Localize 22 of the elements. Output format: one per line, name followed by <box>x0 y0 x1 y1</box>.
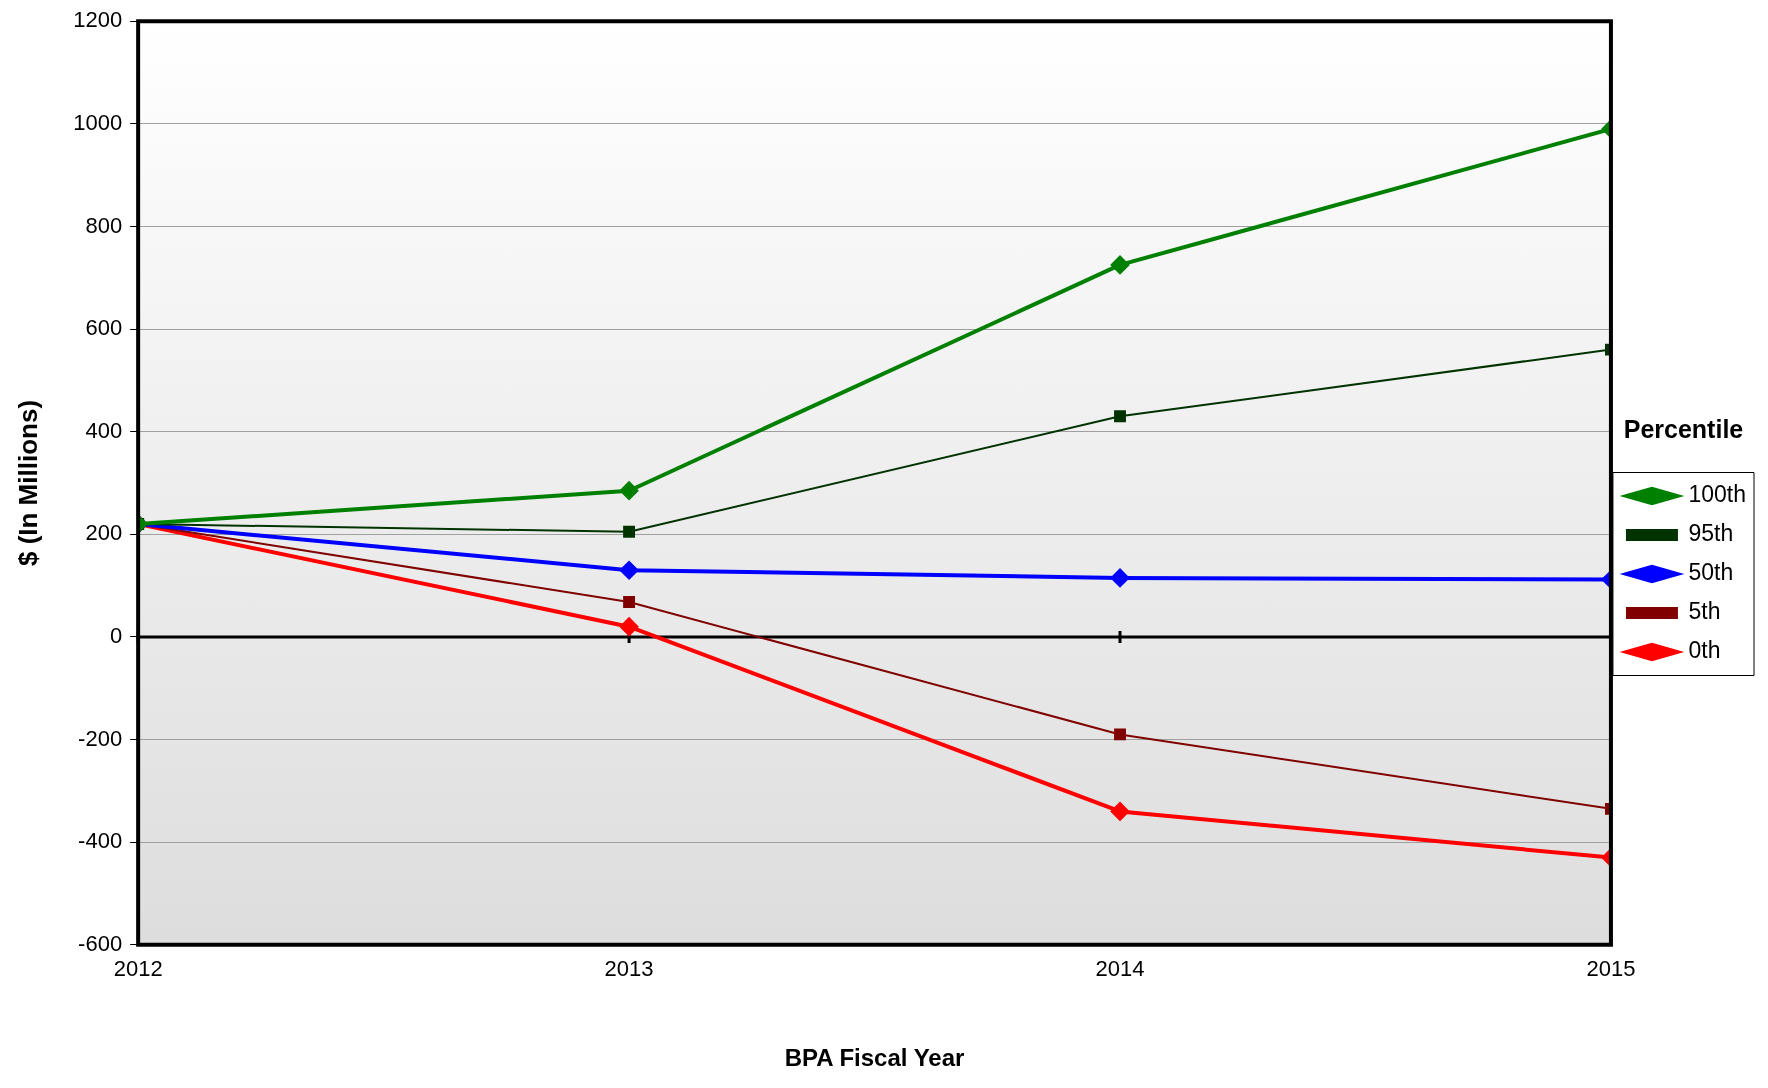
x-tick-label: 2013 <box>604 956 654 982</box>
y-tick-label: 0 <box>109 623 123 648</box>
legend-label: 50th <box>1688 559 1734 586</box>
y-axis-title: $ (In Millions) <box>12 399 43 567</box>
y-tick-label: 400 <box>85 417 123 443</box>
x-tick-label: 2015 <box>1586 956 1636 982</box>
legend-label: 0th <box>1688 637 1721 664</box>
legend-label: 95th <box>1688 520 1734 547</box>
legend-title: Percentile <box>1623 414 1744 443</box>
y-tick-label: 600 <box>85 315 123 341</box>
x-tick-label: 2014 <box>1095 956 1145 982</box>
x-axis-title: BPA Fiscal Year <box>784 1044 965 1072</box>
legend-label: 100th <box>1688 481 1747 508</box>
y-tick-label: -400 <box>78 828 123 854</box>
x-tick-label: 2012 <box>113 956 163 982</box>
y-tick-label: -200 <box>78 725 123 751</box>
y-tick-label: -600 <box>78 930 123 956</box>
y-tick-label: 1200 <box>73 7 123 33</box>
y-tick-label: 1000 <box>73 109 123 135</box>
legend-label: 5th <box>1688 598 1721 625</box>
y-tick-label: 200 <box>85 520 123 546</box>
y-tick-label: 800 <box>85 212 123 238</box>
